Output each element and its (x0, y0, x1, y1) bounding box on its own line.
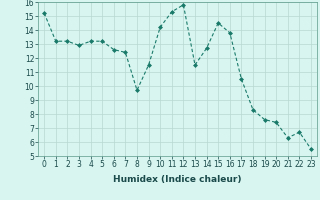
X-axis label: Humidex (Indice chaleur): Humidex (Indice chaleur) (113, 175, 242, 184)
